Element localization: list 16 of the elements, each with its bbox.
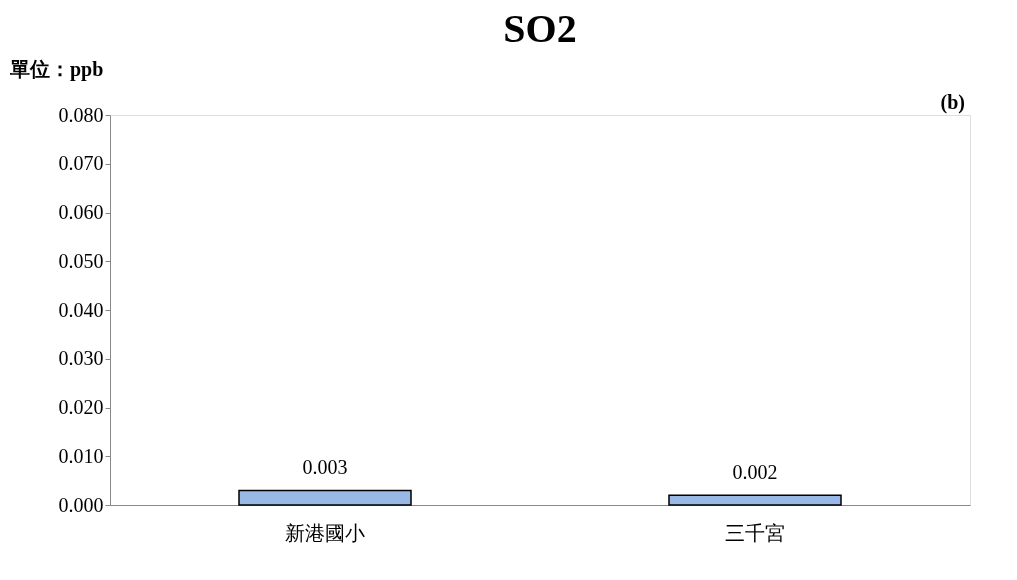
- text: 單位：ppb: [9, 58, 104, 81]
- y-tick-label: 0.040: [58, 298, 104, 321]
- y-tick-label: 0.000: [58, 493, 104, 516]
- data-label: 0.002: [732, 461, 778, 484]
- y-tick-label: 0.060: [58, 201, 104, 223]
- chart-title: SO2: [503, 6, 577, 51]
- text: (b): [940, 91, 965, 114]
- data-label: 0.003: [302, 456, 348, 479]
- y-tick-label: 0.050: [58, 249, 104, 272]
- y-tick-label: 0.020: [58, 396, 104, 418]
- y-tick-label: 0.080: [58, 103, 104, 126]
- y-tick-label: 0.030: [58, 347, 104, 370]
- x-tick-label: 新港國小: [285, 521, 365, 544]
- y-tick-label: 0.070: [58, 152, 104, 175]
- y-tick-label: 0.010: [58, 444, 104, 467]
- x-tick-label: 三千宮: [725, 521, 785, 544]
